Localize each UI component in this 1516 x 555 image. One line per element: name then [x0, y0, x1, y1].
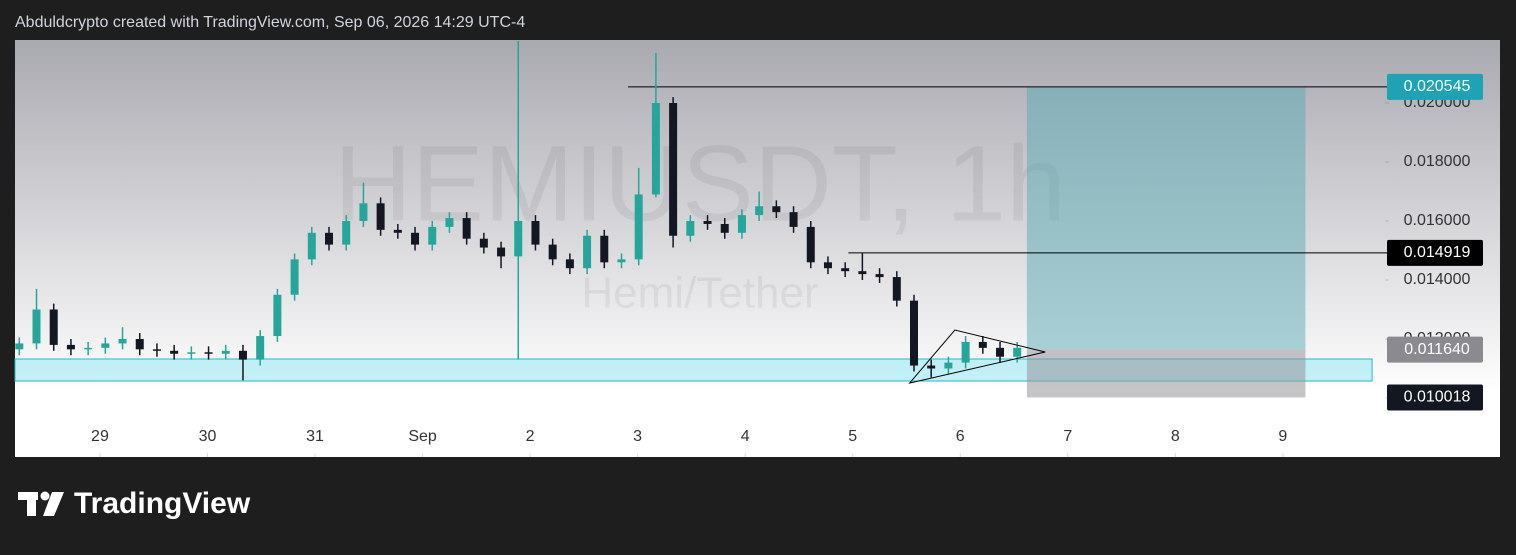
- candle-body: [996, 347, 1005, 357]
- candle-body: [290, 259, 299, 295]
- candle-body: [600, 235, 609, 263]
- candle-body: [737, 215, 746, 233]
- candle-body: [909, 300, 918, 366]
- candle-body: [841, 268, 850, 272]
- candle-body: [892, 277, 901, 301]
- candle-body: [32, 309, 41, 344]
- x-tick-label: 5: [848, 428, 857, 445]
- stop-price-tag-label: 0.010018: [1404, 389, 1471, 406]
- candle-body: [583, 235, 592, 269]
- entry-price-tag-label: 0.011640: [1404, 341, 1470, 358]
- candle-body: [187, 352, 196, 354]
- candle-body: [514, 221, 523, 257]
- x-tick-label: 6: [956, 428, 965, 445]
- y-tick-label: 0.014000: [1404, 271, 1471, 288]
- candle-body: [944, 362, 953, 369]
- candle-body: [462, 218, 471, 239]
- candle-body: [634, 194, 643, 260]
- candle-body: [651, 103, 660, 195]
- candle-body: [204, 352, 213, 354]
- candle-body: [15, 343, 24, 350]
- x-tick-label: 9: [1278, 428, 1287, 445]
- candle-body: [325, 232, 334, 245]
- candle-body: [927, 365, 936, 369]
- candle-body: [497, 247, 506, 257]
- candle-body: [978, 341, 987, 348]
- candle-body: [548, 244, 557, 260]
- candle-body: [772, 206, 781, 213]
- candle-body: [221, 350, 230, 354]
- description-watermark: Hemi/Tether: [581, 269, 818, 318]
- entry-price-tag: [1387, 336, 1483, 363]
- candle-body: [531, 221, 540, 245]
- candle-body: [720, 223, 729, 233]
- candle-body: [101, 343, 110, 348]
- stop-price-tag: [1387, 384, 1483, 411]
- position-profit: [1026, 87, 1306, 350]
- candle-body: [875, 274, 884, 278]
- x-tick-label: 7: [1063, 428, 1072, 445]
- triangle-pattern: [908, 329, 1046, 384]
- candle-body: [84, 347, 93, 350]
- candle-body: [256, 336, 265, 360]
- candle-body: [806, 226, 815, 263]
- candle-body: [66, 344, 75, 350]
- x-tick-label: 8: [1171, 428, 1180, 445]
- candle-body: [1013, 347, 1022, 357]
- candle-body: [170, 350, 179, 354]
- candle-body: [479, 238, 488, 248]
- y-tick-label: 0.018000: [1404, 153, 1471, 170]
- candle-body: [823, 262, 832, 269]
- position-loss: [1026, 349, 1306, 398]
- candle-body: [393, 229, 402, 233]
- candle-body: [135, 339, 144, 350]
- candle-body: [617, 259, 626, 263]
- candle-body: [428, 226, 437, 245]
- candle-body: [789, 212, 798, 227]
- candle-body: [565, 259, 574, 269]
- candle-body: [376, 203, 385, 230]
- x-tick-label: 29: [91, 428, 109, 445]
- level-price-tag-label: 0.020545: [1404, 78, 1471, 95]
- level-price-tag: [1387, 73, 1483, 100]
- candle-body: [273, 294, 282, 337]
- plot: 0.0100000.0120000.0140000.0160000.018000…: [14, 41, 1483, 457]
- candle-body: [238, 350, 247, 360]
- x-tick-label: 31: [306, 428, 324, 445]
- candle-body: [411, 232, 420, 245]
- x-tick-label: 4: [741, 428, 750, 445]
- candle-body: [686, 221, 695, 236]
- candle-body: [669, 103, 678, 236]
- candle-body: [961, 341, 970, 363]
- logo-text: TradingView: [74, 487, 251, 520]
- candle-body: [342, 221, 351, 245]
- candle-body: [858, 271, 867, 275]
- x-tick-label: Sep: [408, 428, 437, 445]
- candle-body: [445, 218, 454, 227]
- candle-body: [703, 221, 712, 224]
- header: Abduldcrypto created with TradingView.co…: [15, 14, 525, 31]
- level-price-tag: [1387, 239, 1483, 266]
- candle-body: [755, 206, 764, 216]
- x-tick-label: 30: [199, 428, 217, 445]
- symbol-watermark: HEMIUSDT, 1h: [334, 123, 1066, 244]
- candle-body: [49, 309, 58, 345]
- x-tick-label: 2: [526, 428, 535, 445]
- candle-body: [118, 339, 127, 344]
- candle-body: [152, 349, 161, 351]
- level-price-tag-label: 0.014919: [1404, 244, 1471, 261]
- candle-body: [307, 232, 316, 260]
- y-tick-label: 0.016000: [1404, 212, 1471, 229]
- x-tick-label: 3: [633, 428, 642, 445]
- candle-body: [359, 203, 368, 222]
- logo-icon: [18, 491, 64, 516]
